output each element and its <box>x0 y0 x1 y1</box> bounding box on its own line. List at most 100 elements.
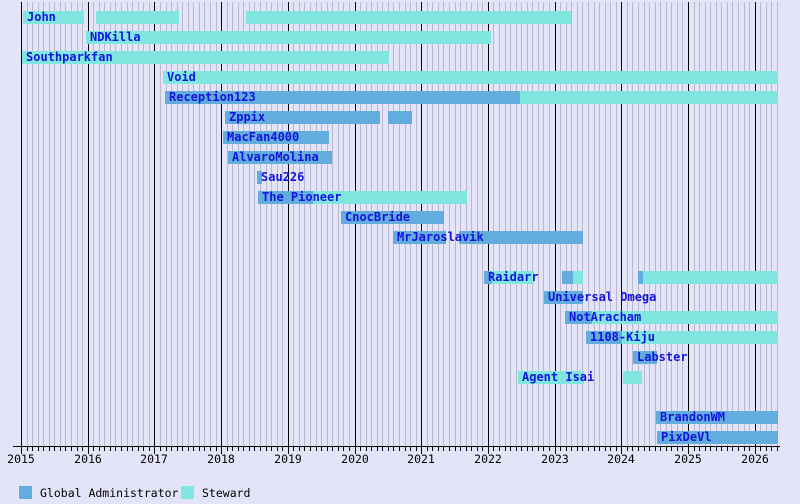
axis-tick <box>621 447 622 454</box>
gridline-month <box>477 2 478 446</box>
axis-tick <box>293 447 294 451</box>
axis-tick <box>744 447 745 451</box>
gantt-bar-steward <box>96 11 179 24</box>
legend: Global Administrator Steward <box>0 484 800 502</box>
gridline-month <box>705 2 706 446</box>
bar-label: Zppix <box>229 110 266 124</box>
gridline-month <box>199 2 200 446</box>
gantt-bar-admin <box>565 311 592 324</box>
axis-tick <box>532 447 533 451</box>
gantt-bar-steward <box>622 331 778 344</box>
axis-tick <box>338 447 339 451</box>
axis-tick <box>721 447 722 451</box>
gridline-month <box>65 2 66 446</box>
x-tick-label: 2018 <box>207 452 235 466</box>
axis-tick <box>582 447 583 451</box>
gridline-month <box>771 2 772 446</box>
gridline-month <box>143 2 144 446</box>
axis-tick <box>132 447 133 451</box>
axis-tick <box>549 447 550 451</box>
gridline-month <box>238 2 239 446</box>
axis-tick <box>355 447 356 454</box>
gridline-month <box>744 2 745 446</box>
gridline-month <box>227 2 228 446</box>
gridline-month <box>110 2 111 446</box>
gantt-bar-steward <box>313 191 467 204</box>
gantt-bar-admin <box>388 111 412 124</box>
gridline-month <box>382 2 383 446</box>
gridline-month <box>71 2 72 446</box>
axis-tick <box>499 447 500 451</box>
gridline-month <box>327 2 328 446</box>
axis-tick <box>538 447 539 451</box>
axis-tick <box>360 447 361 451</box>
gantt-bar-admin <box>223 131 329 144</box>
axis-tick <box>210 447 211 451</box>
gridline-month <box>77 2 78 446</box>
axis-tick <box>482 447 483 451</box>
legend-label-global-administrator: Global Administrator <box>40 486 179 500</box>
gridline-month <box>304 2 305 446</box>
gantt-bar-admin <box>656 411 778 424</box>
axis-tick <box>521 447 522 451</box>
axis-tick <box>705 447 706 451</box>
gridline-month <box>60 2 61 446</box>
axis-tick <box>38 447 39 451</box>
gridline-month <box>54 2 55 446</box>
bar-label: Raidarr <box>488 270 539 284</box>
gridline-year <box>288 2 289 446</box>
gridline-month <box>738 2 739 446</box>
bar-label: Sau226 <box>261 170 305 184</box>
axis-tick <box>716 447 717 451</box>
axis-tick <box>388 447 389 451</box>
axis-tick <box>43 447 44 451</box>
axis-tick <box>493 447 494 451</box>
axis-tick <box>332 447 333 451</box>
gantt-bar-steward <box>592 311 778 324</box>
axis-tick <box>588 447 589 451</box>
bar-label: BrandonWM <box>660 410 726 424</box>
bar-label: MrJaroslavik <box>397 230 484 244</box>
gridline-month <box>249 2 250 446</box>
gridline-month <box>710 2 711 446</box>
gridline-month <box>338 2 339 446</box>
axis-tick <box>488 447 489 454</box>
gridline-year <box>21 2 22 446</box>
gantt-bar-admin <box>484 271 492 284</box>
gridline-month <box>254 2 255 446</box>
gridline-month <box>149 2 150 446</box>
gridline-month <box>104 2 105 446</box>
x-tick-label: 2023 <box>541 452 569 466</box>
gridline-year <box>355 2 356 446</box>
gridline-month <box>166 2 167 446</box>
axis-tick <box>727 447 728 451</box>
gridline-month <box>527 2 528 446</box>
gridline-month <box>777 2 778 446</box>
plot-area: John NDKilla Southparkfan Void Reception123 Z… <box>21 2 778 446</box>
gridline-month <box>516 2 517 446</box>
gridline-month <box>594 2 595 446</box>
axis-tick <box>299 447 300 451</box>
axis-tick <box>60 447 61 451</box>
gridline-month <box>216 2 217 446</box>
gridline-month <box>644 2 645 446</box>
axis-tick <box>277 447 278 451</box>
x-tick-label: 2024 <box>607 452 635 466</box>
axis-tick <box>138 447 139 451</box>
x-tick-label: 2015 <box>7 452 35 466</box>
axis-tick <box>627 447 628 451</box>
gridline-month <box>666 2 667 446</box>
gridline-month <box>399 2 400 446</box>
gridline-month <box>510 2 511 446</box>
gridline-month <box>360 2 361 446</box>
axis-tick <box>54 447 55 451</box>
axis-tick <box>471 447 472 451</box>
gantt-bar-steward <box>520 91 778 104</box>
bar-label: Labster <box>637 350 688 364</box>
gridline-year <box>88 2 89 446</box>
gridline-month <box>243 2 244 446</box>
gantt-bar-steward <box>623 371 642 384</box>
axis-tick <box>188 447 189 451</box>
gantt-bar-steward <box>246 11 571 24</box>
gridline-year <box>488 2 489 446</box>
